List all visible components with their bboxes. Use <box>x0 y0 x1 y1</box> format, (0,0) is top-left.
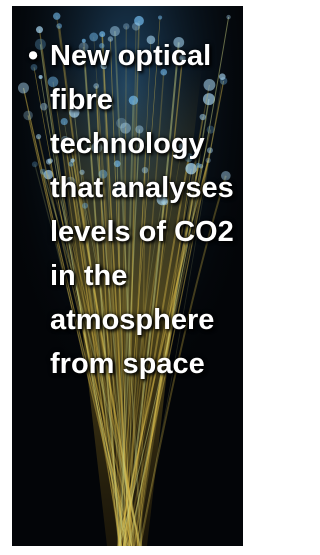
fibre-tip <box>132 22 140 30</box>
page: New optical fibre technology that analys… <box>0 0 250 555</box>
fibre-tip <box>123 23 129 29</box>
fibre-tip <box>36 26 43 33</box>
bullet-list: New optical fibre technology that analys… <box>12 34 243 386</box>
bullet-item: New optical fibre technology that analys… <box>50 34 240 386</box>
fibre-tip <box>226 15 230 19</box>
fibre-tip <box>53 12 60 19</box>
slide-image: New optical fibre technology that analys… <box>12 6 243 546</box>
fibre-tip <box>158 15 162 19</box>
